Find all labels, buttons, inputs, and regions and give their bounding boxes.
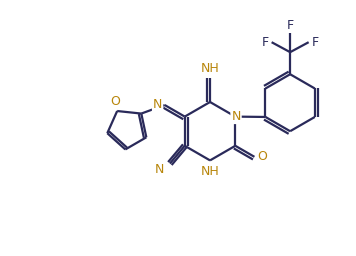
Text: O: O	[110, 95, 120, 108]
Text: N: N	[231, 110, 241, 123]
Text: O: O	[257, 150, 267, 163]
Text: F: F	[287, 19, 294, 32]
Text: N: N	[155, 163, 164, 176]
Text: NH: NH	[201, 165, 219, 178]
Text: F: F	[262, 36, 269, 49]
Text: N: N	[153, 98, 162, 111]
Text: F: F	[312, 36, 319, 49]
Text: NH: NH	[201, 62, 219, 75]
